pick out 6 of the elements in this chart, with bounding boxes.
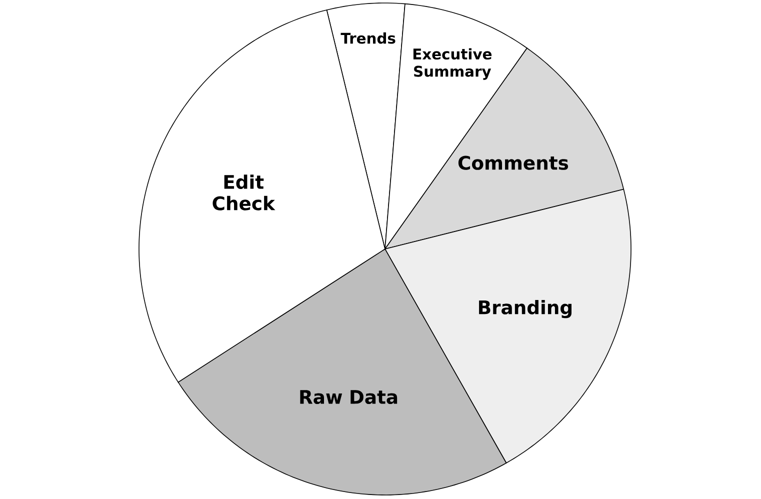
slice-label: Comments: [458, 156, 568, 170]
slice-label: Branding: [479, 300, 572, 318]
slice-label: Executive Summary: [413, 48, 492, 80]
slice-label: Trends: [340, 32, 396, 44]
slice-label: Raw Data: [300, 390, 398, 404]
slice-label: Edit Check: [212, 174, 276, 210]
